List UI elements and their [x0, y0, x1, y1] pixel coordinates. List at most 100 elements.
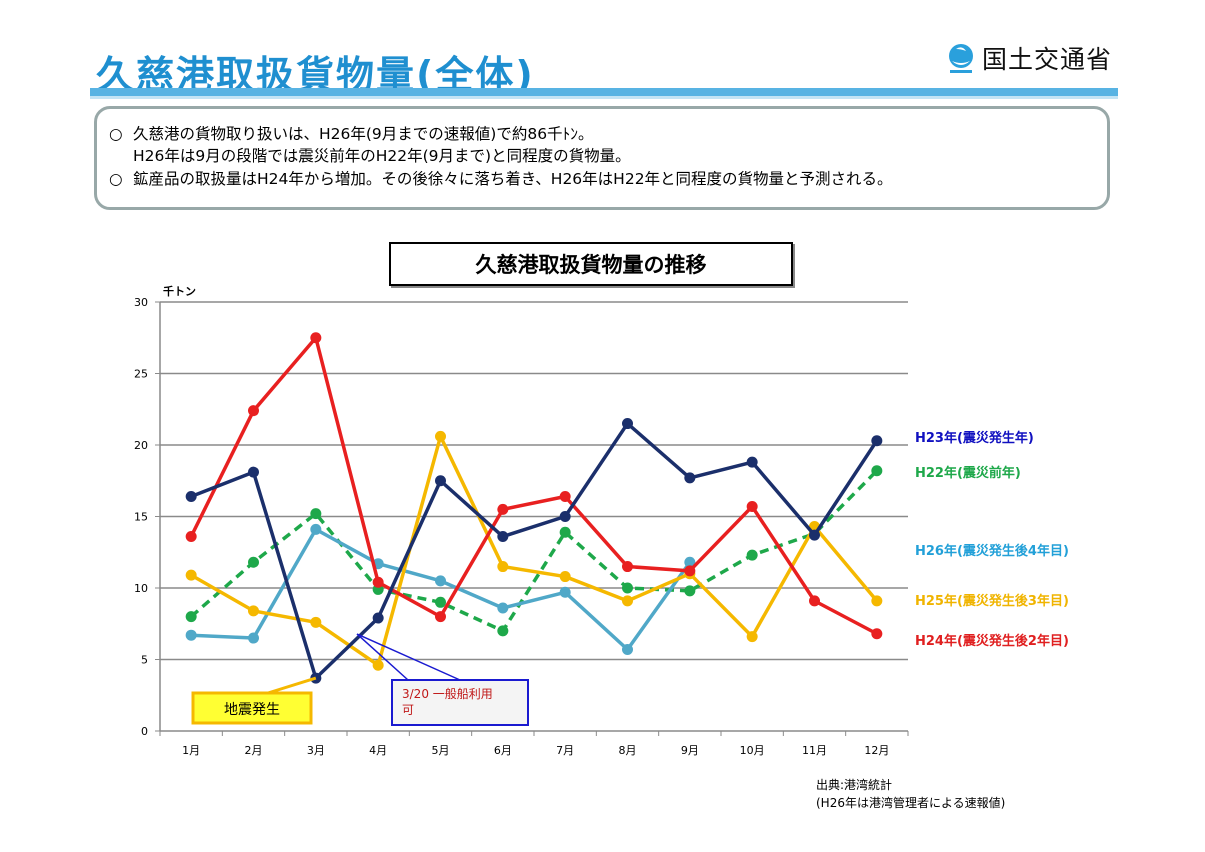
data-point — [497, 531, 509, 543]
y-tick-labels: 0 5 10 15 20 25 30 千トン — [134, 284, 196, 738]
data-point — [684, 556, 696, 568]
data-point — [746, 500, 758, 512]
title-underline — [90, 88, 1118, 96]
mlit-logo: 国土交通省 — [946, 40, 1112, 76]
data-point — [435, 475, 446, 487]
annotation-label: 3/20 一般船利用 — [402, 686, 493, 701]
series-line — [191, 527, 692, 652]
data-point — [622, 595, 633, 607]
data-point — [622, 582, 633, 594]
series-0 — [185, 418, 883, 684]
data-point — [559, 511, 571, 522]
data-point — [497, 625, 509, 637]
data-point — [248, 556, 259, 568]
summary-bullet-1: ○ 久慈港の貨物取り扱いは、H26年(9月までの速報値)で約86千ﾄﾝ。 — [109, 124, 594, 144]
series-lines — [185, 332, 883, 684]
series-line — [190, 434, 879, 667]
summary-line-3: 鉱産品の取扱量はH24年から増加。その後徐々に落ち着き、H26年はH22年と同程… — [133, 170, 893, 188]
legend-label: H22年(震災前年) — [915, 465, 1021, 481]
x-tick-label: 9月 — [681, 744, 699, 757]
x-tick-label: 7月 — [556, 744, 574, 757]
data-point — [248, 405, 259, 417]
x-tick-label: 3月 — [307, 744, 325, 757]
data-point — [310, 332, 322, 344]
y-tick-label: 5 — [141, 654, 148, 667]
data-point — [435, 575, 446, 587]
x-tick-label: 10月 — [740, 744, 765, 757]
x-tick-label: 2月 — [245, 744, 263, 757]
data-point — [809, 529, 820, 541]
x-tick-label: 8月 — [619, 744, 637, 757]
y-tick-label: 25 — [134, 368, 148, 381]
x-tick-label: 5月 — [432, 744, 450, 757]
y-tick-label: 10 — [134, 582, 148, 595]
data-point — [497, 602, 509, 614]
legend: H23年(震災発生年) H22年(震災前年) H26年(震災発生後4年目) H25年(… — [915, 430, 1069, 649]
y-tick-label: 15 — [134, 511, 148, 524]
x-tick-label: 4月 — [369, 744, 387, 757]
data-point — [871, 435, 883, 447]
legend-label: H23年(震災発生年) — [915, 430, 1034, 446]
annotation-box — [391, 679, 529, 726]
annotation-label: 可 — [402, 703, 414, 717]
x-tick-label: 11月 — [802, 744, 827, 757]
data-point — [435, 611, 446, 623]
series-line — [190, 421, 879, 680]
data-point — [559, 586, 571, 598]
x-tick-label: 1月 — [182, 744, 200, 757]
data-point — [185, 490, 197, 502]
y-axis-label: 千トン — [163, 284, 196, 298]
data-point — [310, 523, 322, 535]
series-4 — [185, 332, 883, 640]
data-point — [559, 571, 571, 583]
data-point — [372, 659, 384, 671]
x-tick-labels: 1月 2月 3月 4月 5月 6月 7月 8月 9月 10月 11月 12月 — [182, 744, 889, 757]
series-2 — [185, 523, 696, 655]
data-point — [497, 561, 509, 573]
chart-title: 久慈港取扱貨物量の推移 — [389, 242, 793, 286]
annotation-pointer — [356, 633, 409, 681]
bullet-mark: ○ — [109, 170, 123, 188]
data-point — [809, 595, 820, 607]
data-point — [248, 632, 259, 644]
data-point — [435, 596, 446, 608]
data-point — [497, 503, 509, 515]
annotation-box — [191, 691, 313, 725]
legend-label: H24年(震災発生後2年目) — [915, 633, 1069, 649]
data-point — [248, 466, 259, 478]
x-tick-label: 6月 — [494, 744, 512, 757]
data-point — [684, 472, 696, 484]
logo-text: 国土交通省 — [982, 45, 1113, 74]
data-point — [559, 526, 571, 538]
data-point — [746, 631, 758, 643]
x-tick-label: 12月 — [864, 744, 889, 757]
data-point — [435, 430, 446, 442]
summary-line-2-wrap: H26年は9月の段階では震災前年のH22年(9月まで)と同程度の貨物量。 — [109, 146, 631, 166]
data-point — [310, 616, 322, 628]
data-point — [185, 531, 197, 543]
data-point — [871, 465, 883, 477]
source-line-1: 出典:港湾統計 — [816, 778, 893, 792]
source-note: 出典:港湾統計 (H26年は港湾管理者による速報値) — [816, 776, 1005, 812]
annotation-label: 地震発生 — [224, 702, 280, 718]
source-line-2: (H26年は港湾管理者による速報値) — [816, 796, 1006, 810]
summary-box: ○ 久慈港の貨物取り扱いは、H26年(9月までの速報値)で約86千ﾄﾝ。 H26年… — [94, 106, 1110, 210]
title-underline-light — [90, 96, 1118, 99]
axes — [155, 301, 909, 736]
summary-line-1: 久慈港の貨物取り扱いは、H26年(9月までの速報値)で約86千ﾄﾝ。 — [133, 125, 594, 143]
data-point — [622, 561, 633, 573]
y-tick-label: 0 — [141, 725, 148, 738]
data-point — [622, 643, 633, 655]
y-tick-label: 20 — [134, 439, 148, 452]
data-point — [871, 595, 883, 607]
data-point — [684, 565, 696, 577]
annotation-connector — [267, 676, 317, 695]
data-point — [746, 456, 758, 468]
bullet-mark: ○ — [109, 125, 123, 143]
series-3 — [185, 430, 883, 671]
data-point — [185, 611, 197, 623]
data-point — [185, 569, 197, 581]
summary-line-2: H26年は9月の段階では震災前年のH22年(9月まで)と同程度の貨物量。 — [133, 147, 631, 165]
legend-label: H25年(震災発生後3年目) — [915, 593, 1069, 609]
